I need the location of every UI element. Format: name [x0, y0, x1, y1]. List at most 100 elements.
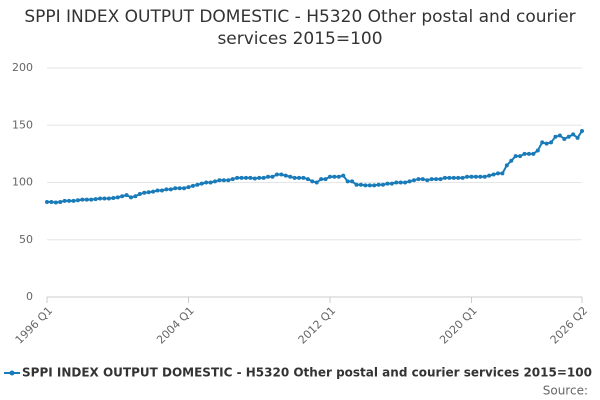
data-point [146, 190, 151, 195]
source: Source: [543, 384, 588, 398]
data-point [354, 182, 359, 187]
data-point [562, 136, 567, 141]
data-point [186, 185, 191, 190]
data-point [549, 140, 554, 145]
data-point [460, 175, 465, 180]
data-point [403, 180, 408, 185]
data-point [199, 181, 204, 186]
data-point [487, 173, 492, 178]
data-point [491, 172, 496, 177]
data-point [142, 190, 147, 195]
data-point [80, 197, 85, 202]
data-point [292, 175, 297, 180]
data-point [67, 198, 72, 203]
data-point [473, 174, 478, 179]
data-point [111, 195, 116, 200]
x-tick-label: 2026 Q2 [548, 304, 591, 347]
y-tick-label: 200 [12, 61, 33, 74]
data-point [58, 199, 63, 204]
data-point [137, 191, 142, 196]
data-point [478, 174, 483, 179]
data-point [332, 174, 337, 179]
data-point [442, 175, 447, 180]
data-point [544, 141, 549, 146]
data-point [345, 179, 350, 184]
data-point [566, 134, 571, 139]
data-point [124, 193, 129, 198]
data-point [243, 175, 248, 180]
data-point [235, 175, 240, 180]
data-point [208, 180, 213, 185]
chart-title: SPPI INDEX OUTPUT DOMESTIC - H5320 Other… [24, 7, 576, 49]
data-point [221, 178, 226, 183]
data-point [372, 183, 377, 188]
data-point [62, 198, 67, 203]
data-point [120, 194, 125, 199]
data-point [522, 151, 527, 156]
x-tick-label: 2012 Q1 [296, 304, 339, 347]
data-point [173, 186, 178, 191]
data-point [106, 196, 111, 201]
data-point [394, 180, 399, 185]
data-point [45, 199, 49, 204]
data-point [204, 180, 209, 185]
data-point [447, 175, 452, 180]
data-point [557, 133, 562, 138]
data-point [456, 175, 461, 180]
data-point [358, 182, 363, 187]
data-point [513, 154, 518, 159]
data-point [257, 175, 262, 180]
data-point [301, 175, 306, 180]
data-point [389, 181, 394, 186]
data-point [159, 188, 164, 193]
data-point [465, 174, 470, 179]
data-point [416, 177, 421, 182]
data-point [288, 174, 293, 179]
data-point [252, 176, 257, 181]
y-tick-label: 0 [26, 290, 33, 303]
legend-marker [9, 370, 15, 376]
data-point [526, 151, 531, 156]
y-tick-label: 100 [12, 176, 33, 189]
data-point [420, 177, 425, 182]
data-point [341, 173, 346, 178]
data-point [266, 174, 271, 179]
data-point [213, 179, 218, 184]
data-point [279, 172, 284, 177]
data-point [115, 195, 120, 200]
data-point [230, 177, 235, 182]
data-point [270, 174, 275, 179]
data-point [571, 132, 576, 137]
data-point [98, 196, 103, 201]
data-point [535, 148, 540, 153]
data-point [84, 197, 89, 202]
data-point [425, 178, 430, 183]
data-point [168, 187, 173, 192]
legend-label: SPPI INDEX OUTPUT DOMESTIC - H5320 Other… [22, 366, 592, 380]
data-point [314, 180, 319, 185]
y-tick-label: 150 [12, 118, 33, 131]
data-point [190, 183, 195, 188]
series-line [47, 130, 583, 204]
data-point [518, 154, 523, 159]
data-point [553, 134, 558, 139]
data-point [327, 174, 332, 179]
data-point [438, 177, 443, 182]
data-point [495, 171, 500, 176]
data-point [323, 177, 328, 182]
data-point [89, 197, 94, 202]
x-tick-label: 1996 Q1 [13, 304, 56, 347]
data-point [217, 178, 222, 183]
data-point [367, 183, 372, 188]
data-point [71, 198, 76, 203]
data-point [164, 187, 169, 192]
data-point [580, 128, 584, 133]
data-point [151, 189, 156, 194]
data-point [129, 195, 134, 200]
data-point [509, 158, 514, 163]
data-point [363, 183, 368, 188]
data-point [319, 177, 324, 182]
data-point [434, 177, 439, 182]
